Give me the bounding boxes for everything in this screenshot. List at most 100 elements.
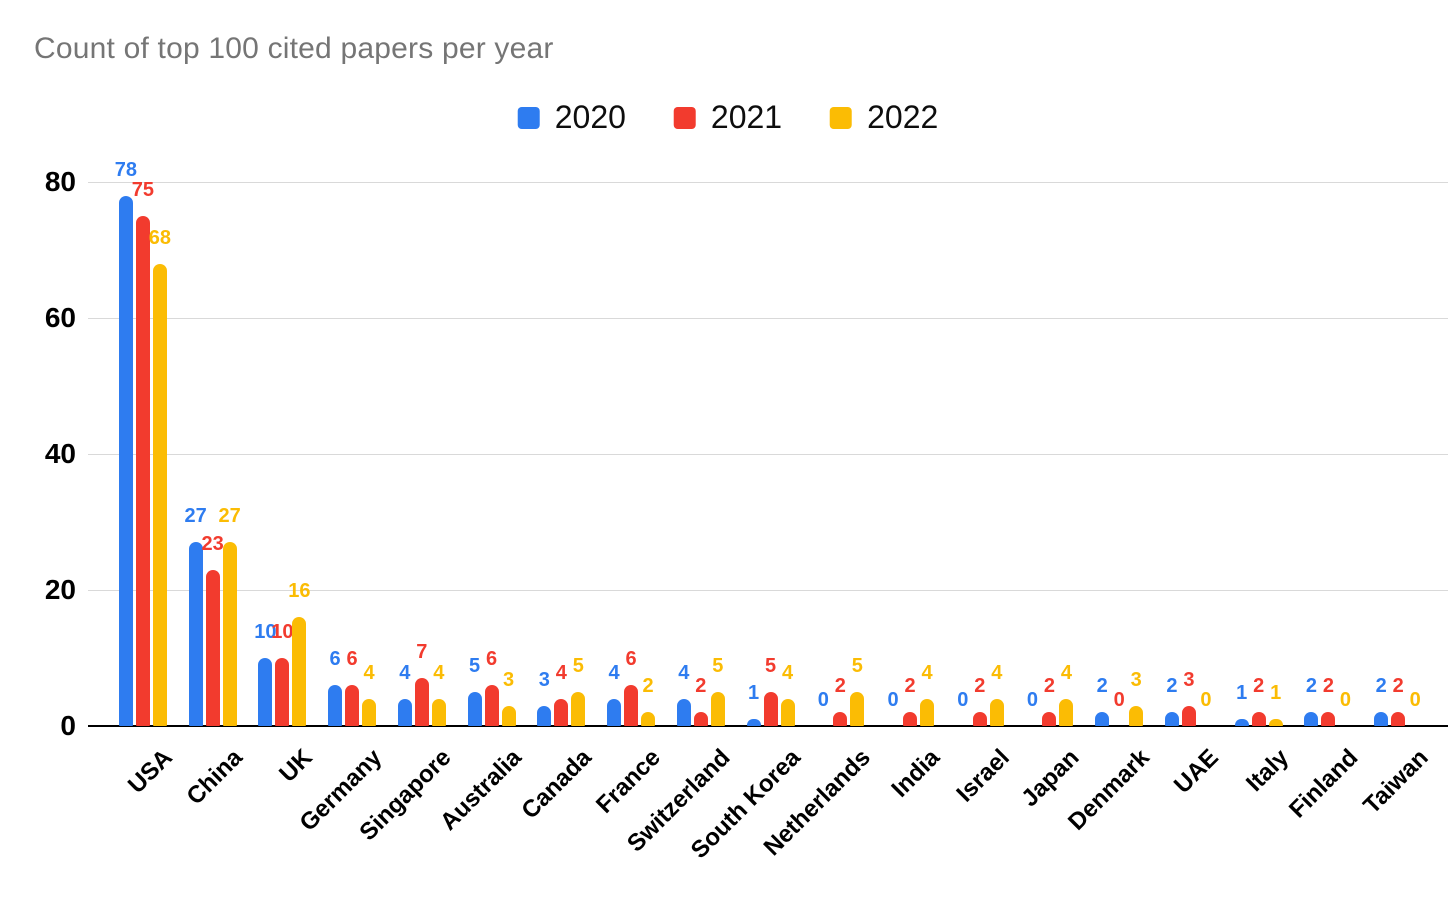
bar-value-label: 2 (1375, 675, 1387, 698)
bar-uk-2022 (292, 617, 307, 726)
bar-value-label: 4 (399, 661, 411, 684)
bar-usa-2022 (152, 263, 167, 726)
bar-value-label: 2 (642, 675, 654, 698)
chart-title: Count of top 100 cited papers per year (34, 32, 554, 65)
legend-swatch-2021-icon (673, 106, 696, 129)
legend-item-2020: 2020 (517, 99, 626, 136)
bar-value-label: 4 (433, 661, 445, 684)
bar-value-label: 4 (363, 661, 375, 684)
bar-italy-2021 (1251, 712, 1266, 726)
bar-uk-2020 (258, 658, 273, 726)
legend-label-2020: 2020 (554, 99, 626, 135)
legend-label-2022: 2022 (867, 99, 939, 135)
bar-value-label: 1 (1270, 682, 1282, 705)
y-axis-tick-label: 0 (60, 710, 76, 741)
bar-value-label: 3 (1183, 668, 1195, 691)
x-axis-label-taiwan: Taiwan (1357, 744, 1434, 820)
bar-value-label: 5 (712, 655, 724, 677)
bar-value-label: 10 (271, 621, 294, 643)
bar-value-label: 2 (974, 675, 986, 698)
bar-france-2020 (607, 698, 622, 726)
bar-value-label: 2 (1096, 675, 1108, 698)
bar-australia-2020 (467, 692, 482, 726)
gridline (88, 454, 1448, 455)
bar-netherlands-2022 (850, 692, 865, 726)
bar-france-2021 (624, 685, 639, 726)
bar-value-label: 0 (957, 689, 969, 711)
gridline (88, 590, 1448, 591)
bar-switzerland-2021 (693, 712, 708, 726)
bar-value-label: 4 (555, 661, 567, 684)
bar-usa-2021 (135, 216, 150, 726)
bar-value-label: 5 (764, 655, 777, 677)
x-axis-label-finland: Finland (1284, 744, 1364, 824)
y-axis-tick-label: 20 (44, 574, 76, 605)
bar-taiwan-2021 (1391, 712, 1406, 726)
x-axis-label-uae: UAE (1169, 744, 1225, 799)
bar-singapore-2022 (431, 698, 446, 726)
x-axis-label-israel: Israel (951, 744, 1015, 808)
bar-value-label: 6 (486, 648, 498, 671)
gridline (88, 318, 1448, 319)
bar-denmark-2020 (1095, 712, 1110, 726)
bar-germany-2022 (362, 698, 377, 726)
bar-germany-2021 (345, 685, 360, 726)
bar-value-label: 7 (416, 641, 428, 664)
y-axis-tick-label: 80 (44, 166, 76, 197)
bar-canada-2020 (537, 705, 552, 726)
bar-japan-2021 (1042, 712, 1057, 726)
bar-value-label: 4 (678, 661, 690, 684)
bar-netherlands-2021 (833, 712, 848, 726)
bar-value-label: 2 (1392, 675, 1404, 698)
x-axis-line (88, 725, 1448, 727)
x-axis-label-canada: Canada (515, 744, 597, 825)
bar-value-label: 0 (817, 689, 829, 711)
bar-finland-2021 (1321, 712, 1336, 726)
bar-canada-2021 (554, 698, 569, 726)
legend-item-2021: 2021 (673, 99, 782, 136)
bar-value-label: 10 (254, 621, 277, 643)
gridline (88, 182, 1448, 183)
bar-value-label: 5 (851, 655, 863, 677)
bar-value-label: 5 (572, 655, 584, 677)
bar-usa-2020 (118, 195, 133, 726)
bar-italy-2020 (1234, 719, 1249, 726)
bar-value-label: 27 (218, 505, 241, 528)
bar-value-label: 2 (904, 675, 916, 698)
chart-legend: 2020 2021 2022 (517, 99, 938, 136)
bar-japan-2022 (1059, 698, 1074, 726)
bar-value-label: 4 (991, 661, 1003, 684)
bar-australia-2022 (501, 705, 516, 726)
bar-china-2021 (205, 569, 220, 726)
bar-value-label: 3 (503, 668, 515, 691)
bar-value-label: 78 (114, 158, 137, 181)
bar-value-label: 4 (921, 661, 933, 684)
bar-india-2022 (920, 698, 934, 726)
x-axis-label-india: India (886, 744, 946, 803)
bar-value-label: 4 (608, 661, 620, 684)
bar-value-label: 5 (469, 655, 481, 677)
bar-value-label: 1 (1236, 682, 1248, 705)
bar-taiwan-2020 (1374, 712, 1389, 726)
bar-value-label: 0 (887, 689, 899, 711)
bar-value-label: 0 (1026, 689, 1039, 711)
bar-value-label: 4 (1060, 661, 1073, 684)
bar-france-2022 (641, 712, 656, 726)
bar-germany-2020 (328, 685, 343, 726)
bar-china-2022 (222, 542, 237, 726)
bar-value-label: 2 (1043, 675, 1056, 698)
bar-value-label: 2 (695, 675, 707, 698)
bar-switzerland-2020 (676, 698, 691, 726)
bar-value-label: 6 (346, 648, 358, 671)
bar-value-label: 3 (538, 668, 550, 691)
bar-india-2021 (903, 712, 917, 726)
bar-finland-2020 (1304, 712, 1319, 726)
bar-israel-2022 (989, 698, 1004, 726)
bar-value-label: 2 (1322, 675, 1334, 698)
bar-italy-2022 (1268, 719, 1283, 726)
bar-canada-2022 (571, 692, 586, 726)
bar-value-label: 1 (747, 682, 760, 705)
legend-item-2022: 2022 (830, 99, 938, 136)
bar-value-label: 0 (1409, 689, 1421, 711)
